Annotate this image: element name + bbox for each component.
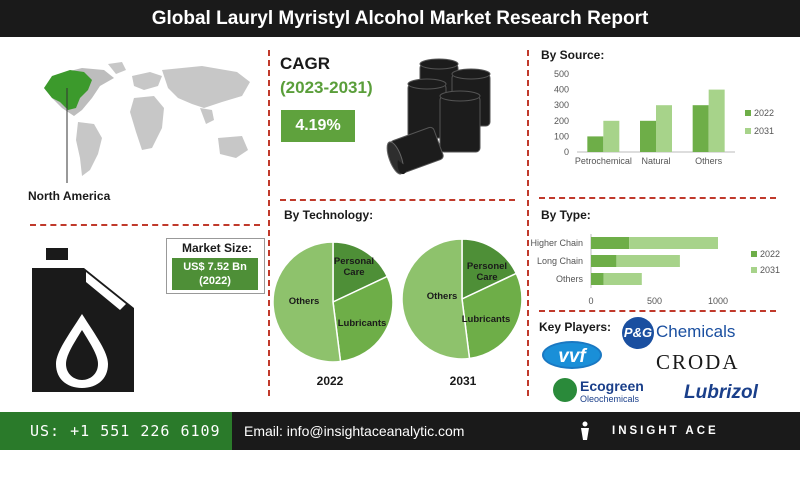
market-size-year: (2022)	[199, 275, 231, 287]
source-ytick-label: 400	[554, 85, 569, 95]
footer-brand: INSIGHT ACE ANALYTIC	[612, 425, 719, 475]
world-map-land	[44, 62, 250, 176]
pie-2031-year-label: 2031	[450, 374, 477, 388]
pie-slice	[461, 238, 518, 301]
pie-slice-label: Lubricants	[338, 318, 387, 329]
right-divider-top	[539, 197, 776, 199]
right-divider-bottom	[539, 310, 776, 312]
type-category-label: Higher Chain	[530, 238, 583, 248]
oil-can-icon	[32, 248, 134, 392]
type-bar	[591, 237, 630, 249]
type-xtick-label: 0	[588, 296, 593, 306]
type-bar	[591, 255, 617, 267]
type-category-label: Long Chain	[537, 256, 583, 266]
source-bar	[708, 89, 725, 152]
croda-logo: CRODA	[656, 350, 740, 374]
oil-barrels-icon	[386, 58, 491, 175]
ecogreen-logo: Ecogreen	[580, 378, 644, 394]
type-title: By Type:	[541, 208, 591, 222]
market-size-title: Market Size:	[181, 241, 253, 255]
footer-email[interactable]: Email: info@insightaceanalytic.com	[244, 423, 465, 439]
cagr-value: 4.19%	[295, 117, 341, 134]
cagr-title: CAGR	[280, 54, 331, 73]
ecogreen-icon	[553, 378, 577, 402]
region-label: North America	[28, 189, 111, 203]
pie-slice	[332, 241, 389, 304]
source-legend-swatch	[745, 128, 751, 134]
pie-slice	[401, 238, 471, 360]
north-america-highlight	[44, 70, 92, 110]
source-legend-label: 2031	[754, 126, 774, 136]
market-size-box	[172, 258, 258, 290]
ecogreen-subtext: Oleochemicals	[580, 394, 640, 404]
key-players-title: Key Players:	[539, 320, 612, 334]
type-legend-swatch	[751, 267, 757, 273]
source-ytick-label: 500	[554, 69, 569, 79]
pie-slice	[332, 275, 394, 363]
pie-2022-year-label: 2022	[317, 374, 344, 388]
source-category-label: Petrochemical	[575, 156, 632, 166]
vertical-divider-right	[527, 50, 529, 396]
world-map	[44, 62, 250, 183]
type-bar	[629, 237, 718, 249]
source-category-label: Natural	[641, 156, 670, 166]
pie-slice	[272, 241, 342, 363]
type-xtick-label: 500	[647, 296, 662, 306]
mid-divider	[280, 199, 515, 201]
pie-slice-label: Care	[476, 272, 497, 283]
type-legend-label: 2022	[760, 249, 780, 259]
source-bar	[640, 120, 656, 152]
pie-slice	[461, 272, 523, 360]
source-ytick-label: 0	[564, 147, 569, 157]
source-ytick-label: 200	[554, 116, 569, 126]
market-size-frame	[166, 238, 265, 294]
source-ytick-label: 300	[554, 100, 569, 110]
technology-title: By Technology:	[284, 208, 374, 222]
market-size-value: US$ 7.52 Bn	[183, 261, 247, 273]
lubrizol-logo: Lubrizol	[684, 382, 758, 403]
cagr-period: (2023-2031)	[280, 78, 373, 97]
type-xtick-label: 1000	[708, 296, 728, 306]
pie-slice-label: Others	[427, 291, 458, 302]
source-bar	[587, 136, 604, 152]
type-category-label: Others	[556, 274, 584, 284]
source-title: By Source:	[541, 48, 605, 62]
type-chart: Higher Chain Long Chain Others 0 500 1000 2022…	[530, 234, 780, 306]
source-category-label: Others	[695, 156, 723, 166]
left-divider	[30, 224, 260, 226]
pie-slice-label: Personel	[467, 261, 507, 272]
header-bar	[0, 0, 800, 37]
type-bar	[603, 273, 642, 285]
pie-slice-label: Care	[343, 267, 364, 278]
footer-bar	[232, 412, 800, 450]
type-bar	[616, 255, 680, 267]
source-bar	[603, 120, 620, 152]
pie-slice-label: Personal	[334, 256, 374, 267]
source-bar	[692, 105, 709, 152]
type-bar	[591, 273, 604, 285]
pie-slice-label: Others	[289, 296, 320, 307]
source-legend-label: 2022	[754, 108, 774, 118]
source-bar	[656, 105, 672, 152]
pg-logo: P&G	[622, 317, 654, 349]
type-legend-label: 2031	[760, 265, 780, 275]
type-legend-swatch	[751, 251, 757, 257]
source-legend-swatch	[745, 110, 751, 116]
source-ytick-label: 100	[554, 131, 569, 141]
pg-chemicals-text: Chemicals	[656, 322, 736, 341]
footer-phone: US: +1 551 226 6109	[0, 412, 232, 450]
page-title: Global Lauryl Myristyl Alcohol Market Re…	[151, 8, 649, 29]
pie-slice-label: Lubricants	[462, 314, 511, 325]
vvf-logo: vvf	[542, 341, 602, 369]
brand-icon	[581, 421, 589, 440]
cagr-box	[281, 110, 355, 142]
source-chart: 0 100 200 300 400 500 Petrochemical Natural Othe…	[554, 69, 774, 166]
vertical-divider-left	[268, 50, 270, 396]
